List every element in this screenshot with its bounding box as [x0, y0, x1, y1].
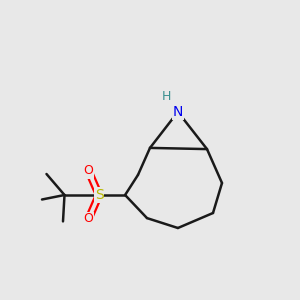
- Text: O: O: [84, 164, 93, 178]
- Text: H: H: [162, 90, 171, 104]
- Text: N: N: [173, 105, 183, 119]
- Text: S: S: [94, 188, 103, 202]
- Text: O: O: [84, 212, 93, 226]
